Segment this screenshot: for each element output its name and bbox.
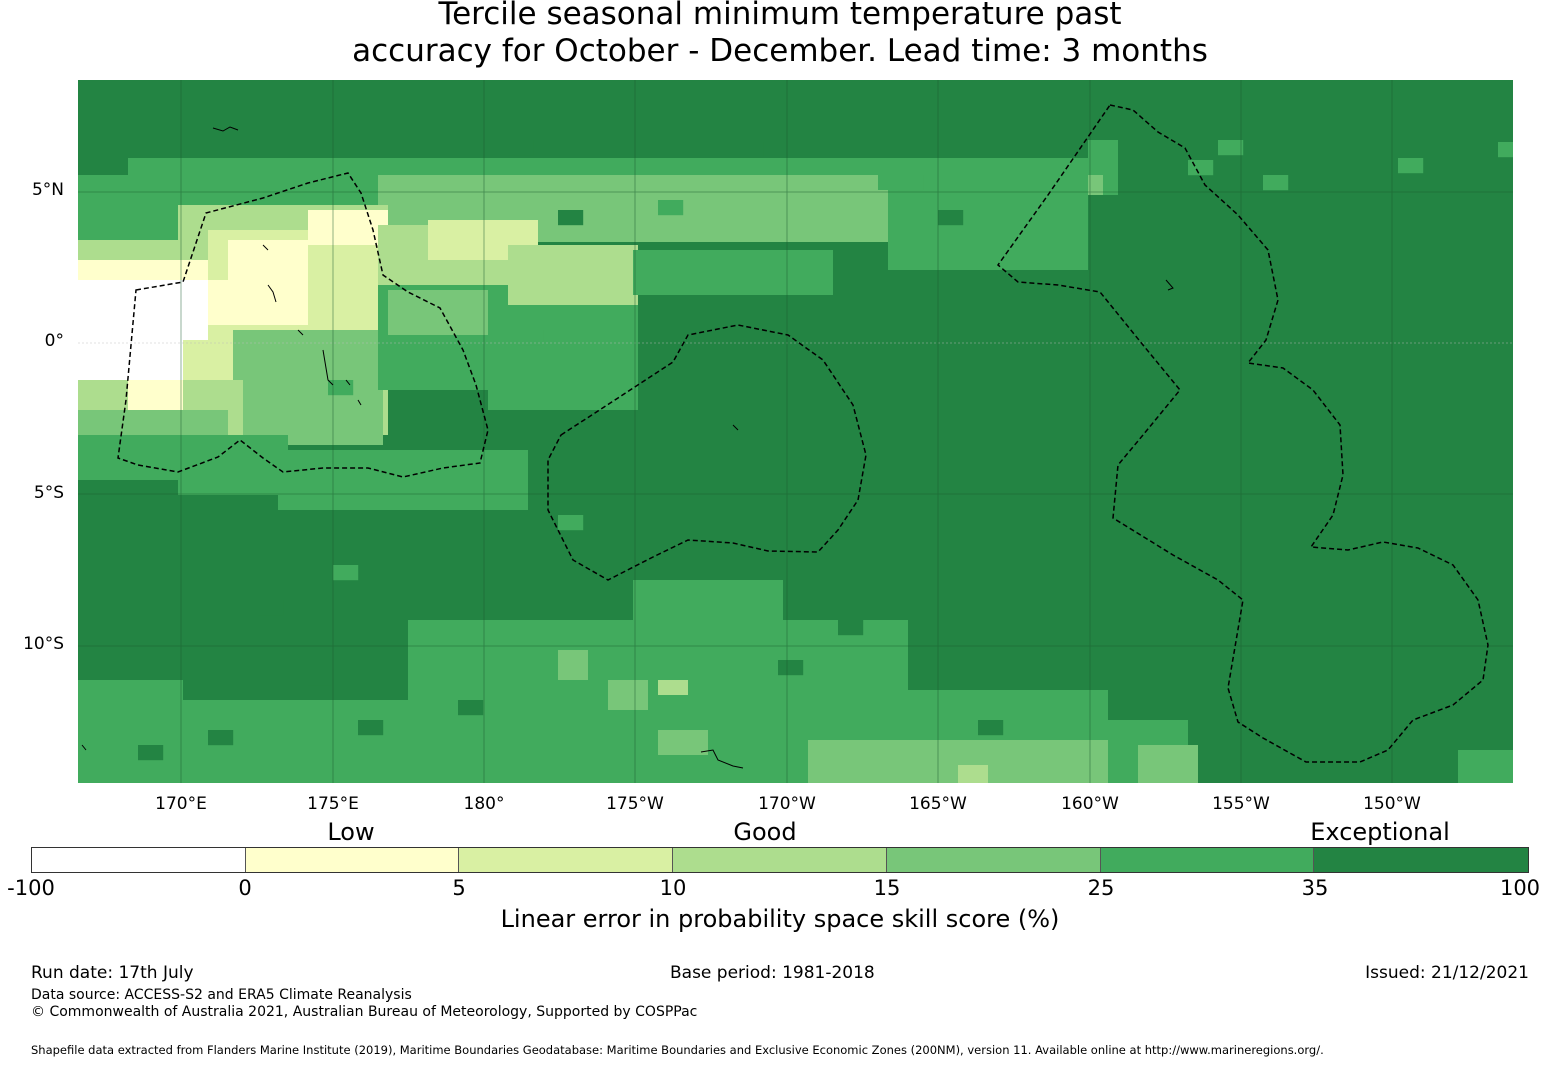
skill-cell <box>333 565 359 581</box>
skill-cell <box>78 280 183 395</box>
colorbar-tick: 35 <box>1301 876 1329 900</box>
lon-label-170e: 170°E <box>155 794 207 814</box>
skill-cell <box>78 480 178 495</box>
lon-label-170w: 170°W <box>758 794 816 814</box>
skill-map-svg <box>78 80 1513 783</box>
colorbar-segment-25-35 <box>1100 848 1315 872</box>
skill-cell <box>258 600 284 616</box>
skill-cell <box>888 175 1088 270</box>
skill-cell <box>508 245 638 305</box>
lat-label-5n: 5°N <box>31 180 64 200</box>
skill-cell <box>898 175 924 191</box>
shapefile-credit: Shapefile data extracted from Flanders M… <box>31 1043 1324 1057</box>
skill-cell <box>633 580 783 640</box>
map-title: Tercile seasonal minimum temperature pas… <box>0 0 1560 70</box>
skill-cell <box>1088 175 1103 195</box>
colorbar-segment-0-5 <box>245 848 460 872</box>
colorbar-tick: 0 <box>238 876 252 900</box>
legend-category-exceptional: Exceptional <box>1310 818 1450 846</box>
skill-cell <box>658 680 688 695</box>
issued-date: Issued: 21/12/2021 <box>1365 963 1529 983</box>
skill-cell <box>183 280 208 340</box>
colorbar-segment-5-10 <box>459 848 674 872</box>
eez-tokelau <box>547 324 867 581</box>
skill-cell <box>278 450 528 510</box>
skill-cell <box>233 330 383 445</box>
title-line-1: Tercile seasonal minimum temperature pas… <box>438 0 1122 32</box>
skill-cell <box>1498 142 1513 158</box>
skill-cell <box>388 290 488 335</box>
skill-cell <box>958 765 988 783</box>
eez-boundaries <box>117 104 1489 763</box>
lat-label-10s: 10°S <box>23 634 64 654</box>
skill-cells <box>78 140 1513 783</box>
colorbar-segment-15-25 <box>886 848 1101 872</box>
island-outlines <box>81 126 1174 769</box>
colorbar-tick: 25 <box>1087 876 1115 900</box>
skill-cell <box>1263 175 1289 191</box>
skill-cell <box>78 680 183 783</box>
lon-label-160w: 160°W <box>1061 794 1119 814</box>
skill-cell <box>508 140 534 156</box>
colorbar-segment-neg <box>32 848 246 872</box>
skill-cell <box>633 250 833 295</box>
skill-cell <box>308 210 388 245</box>
colorbar-segment-35-100 <box>1314 848 1529 872</box>
colorbar <box>31 847 1529 873</box>
skill-cell <box>1138 745 1198 783</box>
skill-cell <box>558 650 588 680</box>
lon-label-175e: 175°E <box>307 794 359 814</box>
skill-cell <box>308 670 334 686</box>
skill-cell <box>1398 158 1424 174</box>
skill-cell <box>558 210 584 226</box>
colorbar-label: Linear error in probability space skill … <box>500 905 1060 933</box>
base-period: Base period: 1981-2018 <box>670 963 875 983</box>
skill-cell <box>328 380 354 396</box>
colorbar-tick: 5 <box>452 876 466 900</box>
colorbar-tick: 15 <box>873 876 901 900</box>
colorbar-segment-10-15 <box>673 848 887 872</box>
skill-cell <box>738 142 764 158</box>
skill-cell <box>938 210 964 226</box>
lat-label-5s: 5°S <box>33 483 64 503</box>
skill-cell <box>138 745 164 761</box>
skill-cell <box>208 280 308 325</box>
skill-cell <box>658 200 684 216</box>
skill-cell <box>1458 750 1513 783</box>
colorbar-tick: -100 <box>7 876 55 900</box>
skill-cell <box>128 380 183 410</box>
skill-cell <box>488 300 638 410</box>
skill-cell <box>378 175 878 190</box>
skill-cell <box>183 340 233 380</box>
skill-cell <box>838 620 864 636</box>
colorbar-tick: 100 <box>1499 876 1541 900</box>
skill-cell <box>1218 140 1244 156</box>
legend-category-good: Good <box>733 818 797 846</box>
lat-label-0: 0° <box>44 331 64 351</box>
skill-map <box>78 80 1513 783</box>
lon-label-175w: 175°W <box>606 794 664 814</box>
skill-cell <box>208 730 234 746</box>
copyright: © Commonwealth of Australia 2021, Austra… <box>31 1004 698 1020</box>
skill-cell <box>1188 160 1214 176</box>
skill-cell <box>658 730 708 755</box>
skill-cell <box>608 680 648 710</box>
skill-cell <box>978 720 1004 736</box>
skill-cell <box>358 720 384 736</box>
run-date: Run date: 17th July <box>31 963 194 983</box>
skill-cell <box>518 330 544 346</box>
lon-label-180: 180° <box>463 794 505 814</box>
eez-kiribati-line <box>996 104 1489 763</box>
skill-cell <box>778 660 804 676</box>
skill-cell <box>558 515 584 531</box>
data-source: Data source: ACCESS-S2 and ERA5 Climate … <box>31 987 412 1003</box>
legend-category-low: Low <box>327 818 375 846</box>
title-line-2: accuracy for October - December. Lead ti… <box>352 33 1208 69</box>
lon-label-150w: 150°W <box>1363 794 1421 814</box>
lon-label-165w: 165°W <box>909 794 967 814</box>
colorbar-tick: 10 <box>659 876 687 900</box>
skill-cell <box>458 700 484 716</box>
map-gridlines <box>78 80 1513 783</box>
lon-label-155w: 155°W <box>1212 794 1270 814</box>
